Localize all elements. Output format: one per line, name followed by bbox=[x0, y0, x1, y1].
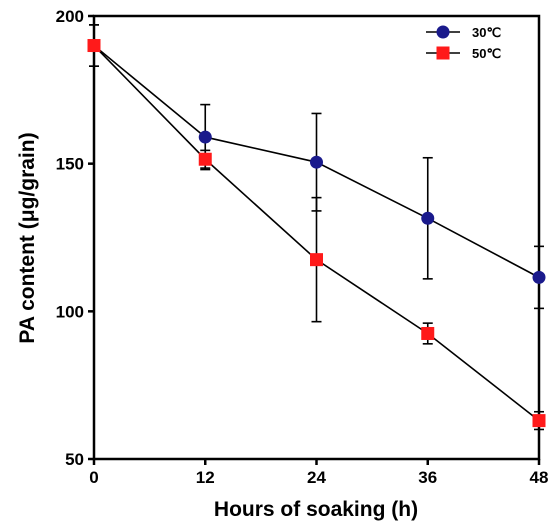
x-tick-label: 12 bbox=[196, 468, 215, 487]
y-tick-label: 50 bbox=[65, 450, 84, 469]
x-tick-label: 36 bbox=[418, 468, 437, 487]
y-tick-label: 150 bbox=[56, 155, 84, 174]
error-bars-layer bbox=[89, 24, 544, 431]
series-1-point bbox=[532, 270, 546, 284]
series-2-point bbox=[421, 326, 435, 340]
legend: 30℃50℃ bbox=[426, 25, 501, 61]
series-2-point bbox=[198, 152, 212, 166]
x-tick-label: 48 bbox=[530, 468, 549, 487]
series-1-point bbox=[310, 155, 323, 169]
legend-entry-2: 50℃ bbox=[426, 46, 501, 61]
series-2-point bbox=[532, 414, 546, 428]
series-2-point bbox=[87, 39, 101, 53]
y-tick-label: 200 bbox=[56, 7, 84, 26]
y-tick-label: 100 bbox=[56, 302, 84, 321]
markers-layer bbox=[87, 39, 546, 428]
axes-layer: 0 12 24 36 48 50 100 150 200 bbox=[56, 7, 549, 487]
x-tick-label: 0 bbox=[89, 468, 98, 487]
legend-label-2: 50℃ bbox=[472, 46, 501, 61]
series-1-point bbox=[421, 211, 435, 225]
legend-marker-2 bbox=[436, 46, 450, 60]
y-axis-title: PA content (μg/grain) bbox=[16, 132, 39, 343]
legend-label-1: 30℃ bbox=[472, 25, 501, 40]
series-2-point bbox=[310, 253, 323, 267]
legend-entry-1: 30℃ bbox=[426, 25, 501, 40]
x-tick-label: 24 bbox=[307, 468, 326, 487]
series-1-point bbox=[198, 130, 212, 144]
legend-marker-1 bbox=[436, 25, 450, 39]
x-axis-title: Hours of soaking (h) bbox=[214, 498, 418, 521]
